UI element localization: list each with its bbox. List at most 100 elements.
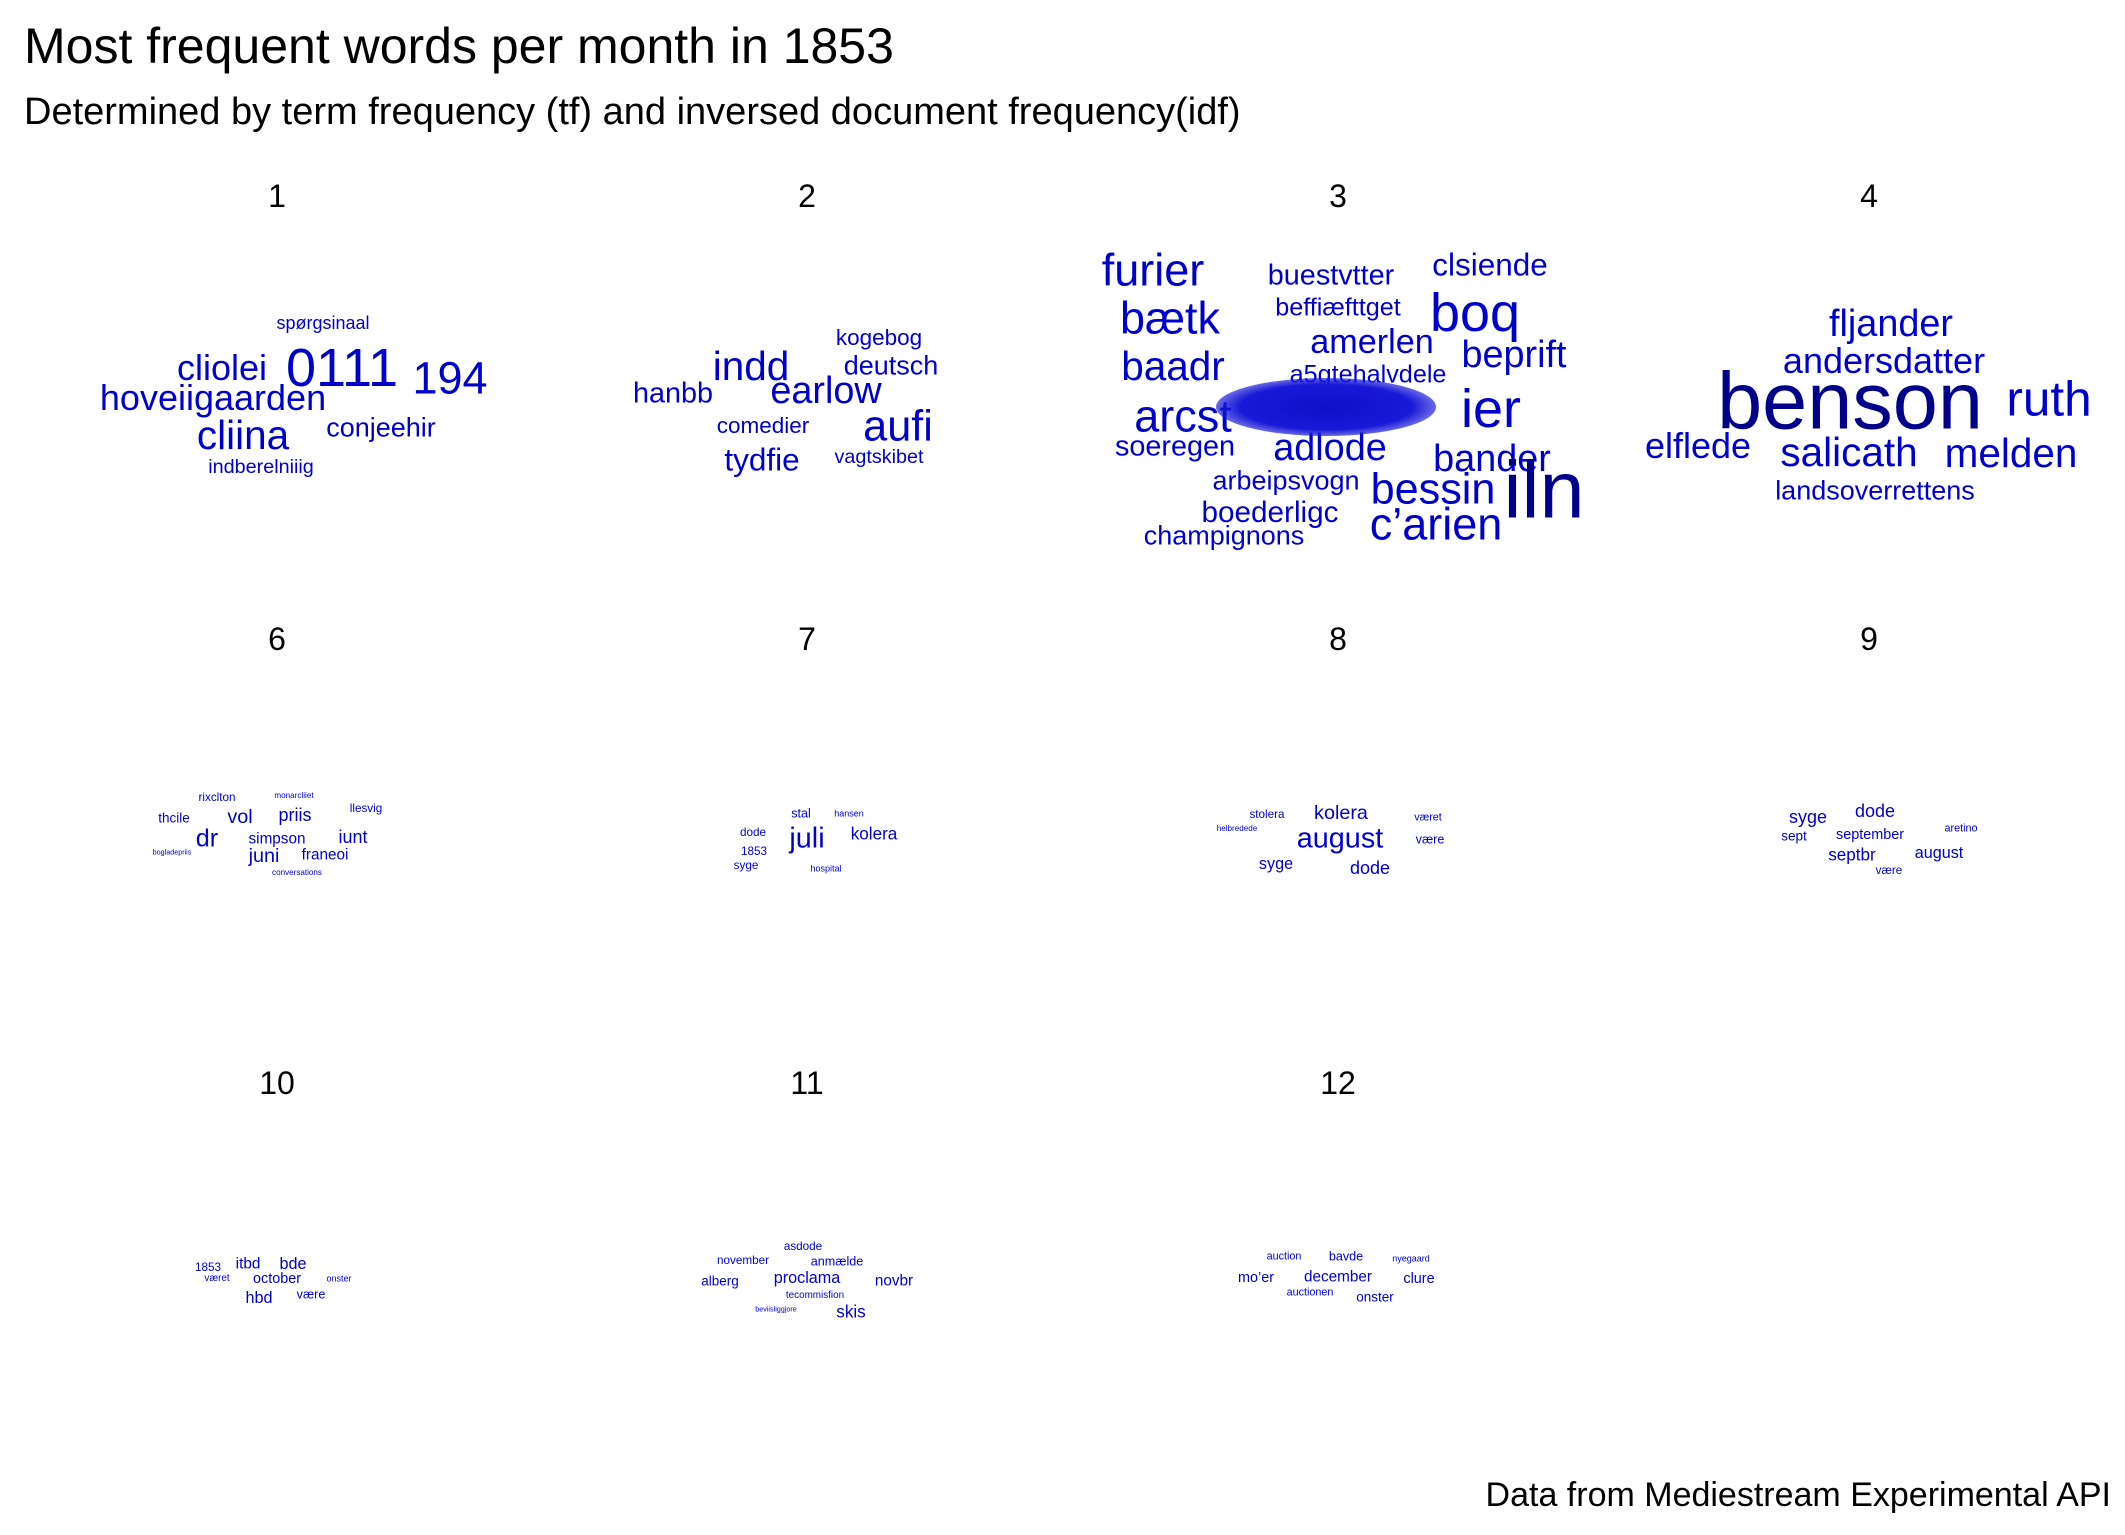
facet-label-month-1: 1 (268, 178, 286, 214)
word-label: helbredede (1216, 823, 1258, 833)
word-label: franeoi (301, 846, 349, 864)
word-label: bde (279, 1254, 307, 1273)
word-label: septbr (1828, 845, 1876, 865)
word-label: nyegaard (1392, 1253, 1430, 1264)
facet-label-month-10: 10 (259, 1065, 295, 1101)
word-label: 194 (412, 352, 488, 404)
word-label: auction (1266, 1250, 1302, 1263)
word-label: stolera (1249, 808, 1285, 822)
word-label: bessin (1370, 465, 1496, 514)
word-label: monarcliiet (274, 790, 314, 800)
word-label: simpson (248, 830, 306, 848)
word-label: conversations (272, 867, 322, 877)
chart-subtitle: Determined by term frequency (tf) and in… (24, 91, 1241, 133)
word-label: amerlen (1310, 322, 1434, 361)
word-label: kolera (850, 824, 898, 844)
word-label: dode (1349, 858, 1391, 878)
word-label: 0111 (285, 338, 399, 398)
word-label: clsiende (1432, 246, 1548, 283)
facet-label-month-7: 7 (798, 621, 816, 657)
word-label: kogebog (835, 324, 923, 350)
word-label: anmælde (810, 1254, 864, 1269)
word-label: hanbb (632, 377, 714, 410)
word-label: deutsch (843, 350, 939, 381)
chart-title: Most frequent words per month in 1853 (24, 18, 894, 74)
word-label: rixclton (198, 791, 236, 805)
word-label: arbeipsvogn (1212, 465, 1360, 496)
word-label: tydfie (724, 441, 800, 478)
word-label: itbd (235, 1255, 261, 1273)
word-label: aufi (863, 402, 933, 451)
word-label: c’arien (1369, 498, 1503, 550)
word-label: indberelniiig (208, 456, 314, 479)
word-label: juli (789, 822, 825, 855)
word-label: arcst (1134, 390, 1232, 442)
word-label: soeregen (1114, 430, 1236, 463)
word-label: asdode (783, 1240, 823, 1254)
word-label: 1853 (194, 1261, 222, 1275)
word-label: proclama (773, 1268, 841, 1287)
word-label: dode (1854, 801, 1896, 821)
word-label: llesvig (349, 802, 383, 816)
word-label: onster (326, 1273, 352, 1284)
word-label: clure (1403, 1270, 1435, 1287)
word-label: indd (712, 342, 790, 389)
word-label: august (1914, 843, 1964, 862)
facet-label-month-3: 3 (1329, 178, 1347, 214)
word-label: sept (1781, 828, 1807, 844)
word-label: melden (1944, 429, 2078, 476)
word-label: vagtskibet (834, 446, 924, 469)
word-label: ier (1460, 379, 1522, 439)
facet-label-month-11: 11 (790, 1065, 824, 1101)
word-label: bætk (1119, 292, 1221, 344)
word-label: auctionen (1286, 1286, 1334, 1299)
word-label: iunt (338, 827, 368, 847)
word-label: stal (791, 806, 811, 821)
word-label: december (1303, 1268, 1373, 1286)
word-label: september (1836, 826, 1904, 843)
word-label: comedier (716, 412, 810, 438)
word-label: baadr (1121, 342, 1225, 389)
word-label: salicath (1780, 428, 1918, 475)
word-label: boederligc (1201, 496, 1339, 530)
word-label: benson (1717, 356, 1983, 447)
word-label: syge (1258, 854, 1294, 873)
word-label: november (717, 1254, 769, 1268)
word-label: august (1296, 822, 1384, 855)
word-label: champignons (1143, 520, 1305, 551)
word-label: beviisliggjore (755, 1304, 797, 1314)
word-label: spørgsinaal (276, 313, 370, 333)
word-label: landsoverrettens (1775, 475, 1975, 506)
facet-label-month-9: 9 (1860, 621, 1878, 657)
word-label: kolera (1314, 802, 1368, 825)
word-label: syge (733, 859, 759, 873)
word-label: buestvtter (1267, 259, 1395, 292)
word-label: hbd (245, 1288, 273, 1307)
word-label: fljander (1829, 303, 1953, 346)
word-label: aretino (1944, 822, 1978, 835)
word-label: tecommisfion (785, 1290, 845, 1302)
word-label: boq (1429, 283, 1521, 343)
word-label: været (1414, 811, 1442, 824)
word-label: vol (227, 806, 253, 829)
word-label: syge (1788, 807, 1828, 827)
word-label: onster (1356, 1289, 1394, 1305)
word-label: hoveiigaarden (99, 377, 327, 418)
facet-label-month-12: 12 (1320, 1065, 1356, 1101)
word-label: conjeehir (326, 412, 436, 443)
facet-label-month-4: 4 (1860, 178, 1878, 214)
facet-label-month-8: 8 (1329, 621, 1347, 657)
word-label: være (296, 1287, 326, 1302)
word-label: iln (1503, 445, 1585, 536)
word-label: hospital (810, 863, 842, 874)
word-label: alberg (701, 1273, 739, 1289)
word-label: været (204, 1273, 230, 1285)
word-label: beprift (1461, 334, 1567, 377)
chart-caption: Data from Mediestream Experimental API (1485, 1476, 2111, 1514)
word-label: bogladepriis (152, 847, 192, 857)
word-label: 1853 (740, 845, 768, 859)
word-label: elflede (1644, 425, 1752, 466)
overplotted-word-cluster (1216, 378, 1436, 436)
word-label: thcile (158, 810, 190, 826)
